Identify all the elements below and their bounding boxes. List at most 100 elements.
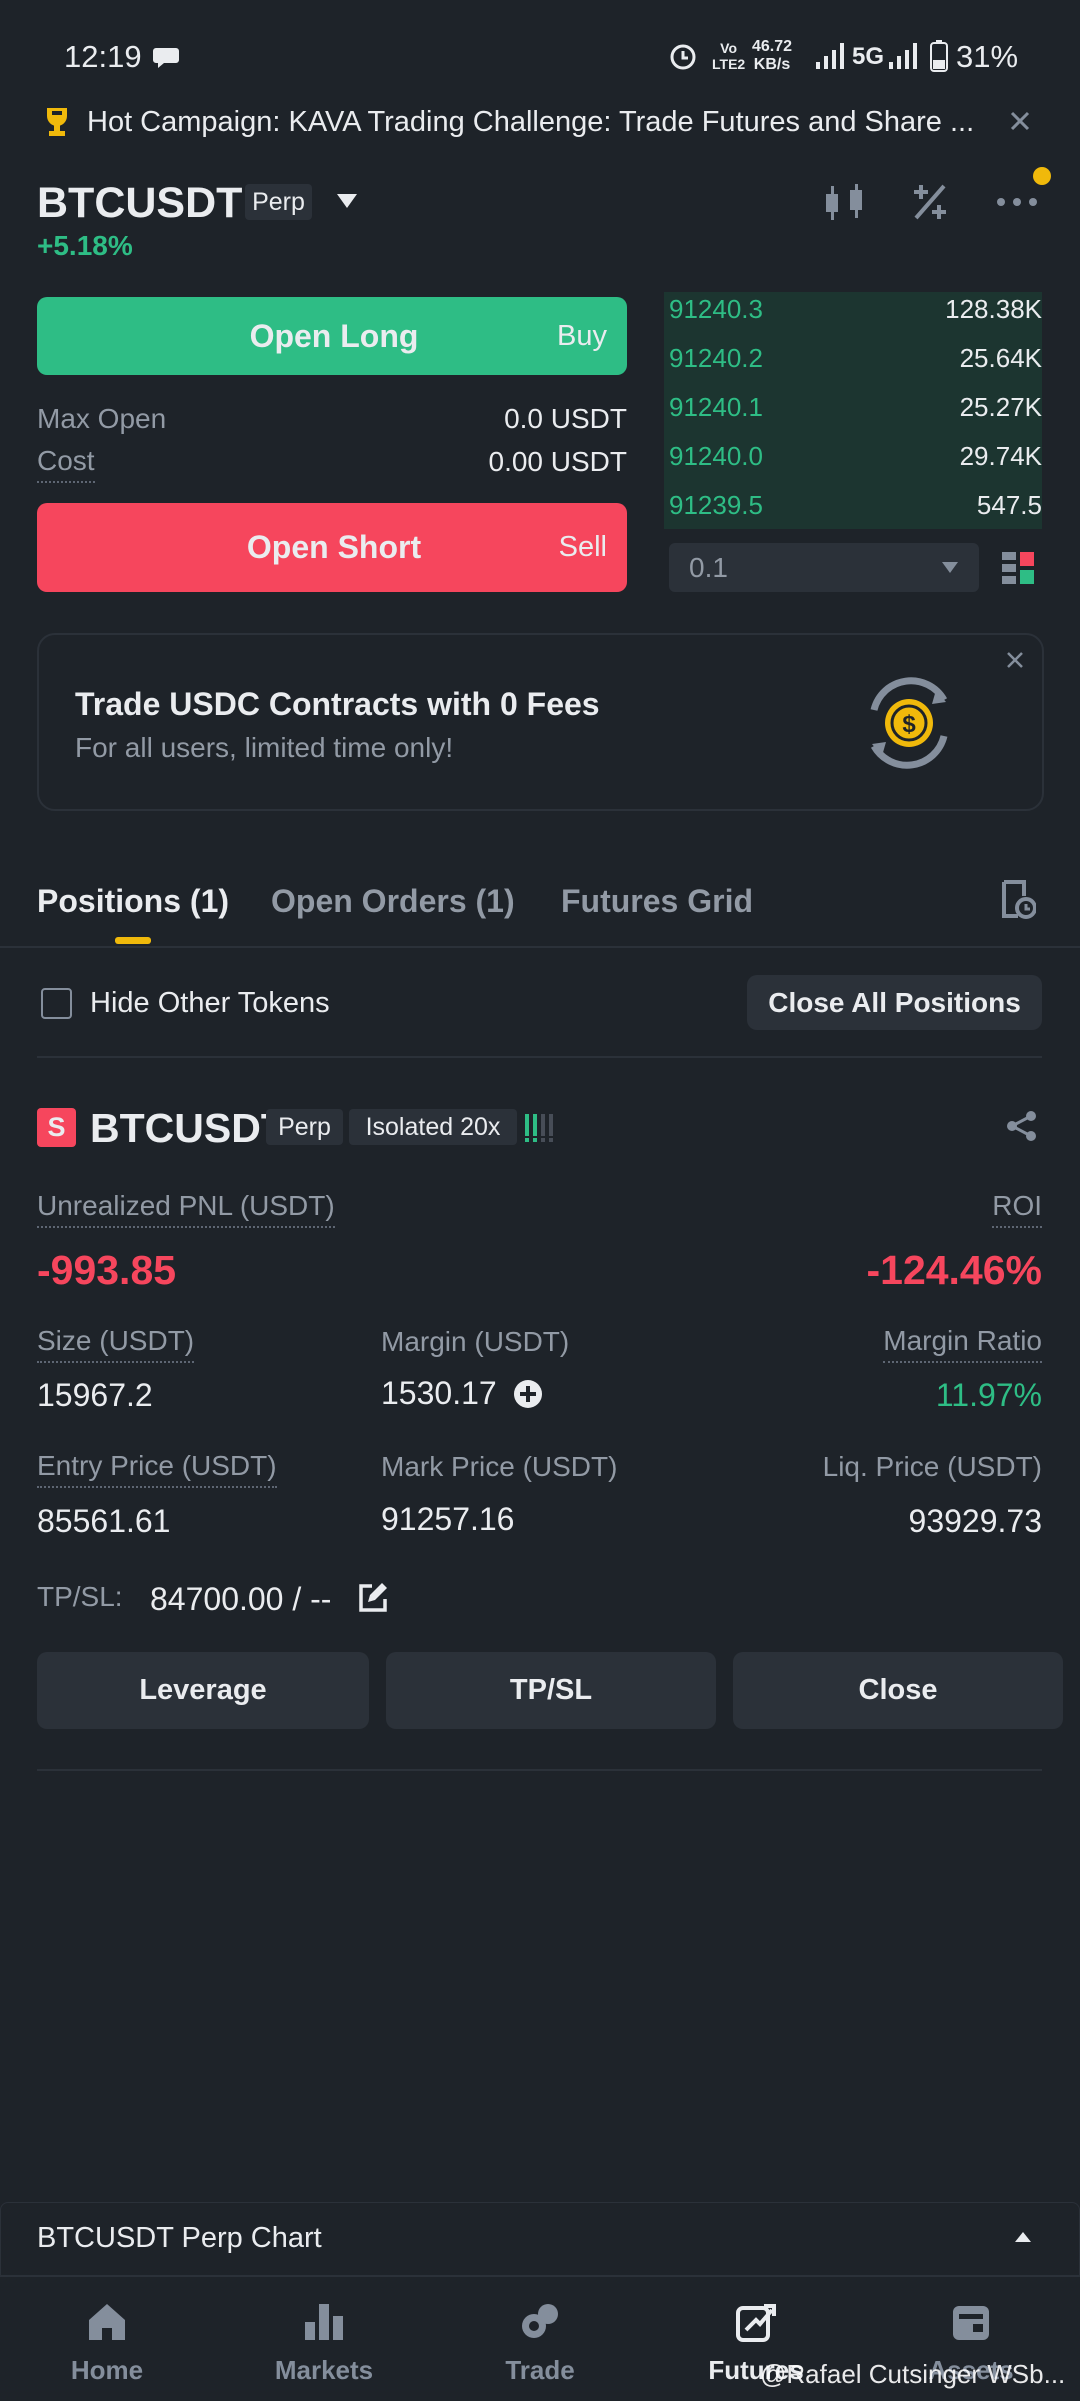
close-all-button[interactable]: Close All Positions: [747, 975, 1042, 1030]
promo-card[interactable]: [37, 633, 1044, 811]
chart-icon[interactable]: [822, 182, 868, 222]
add-margin-icon[interactable]: [513, 1379, 543, 1409]
size-label: Size (USDT): [37, 1323, 195, 1363]
tab-indicator: [115, 937, 151, 944]
tab[interactable]: Futures Grid: [561, 883, 754, 919]
expand-arrow[interactable]: [1014, 2231, 1032, 2243]
buy-label: Buy: [557, 320, 607, 352]
close-promo[interactable]: [1006, 651, 1024, 669]
share-icon[interactable]: [1006, 1110, 1038, 1142]
mark-label: Mark Price (USDT): [381, 1451, 618, 1482]
close-button[interactable]: Close: [733, 1652, 1063, 1729]
more-icon[interactable]: [996, 192, 1038, 212]
side-badge: S: [37, 1108, 76, 1147]
step-value: 0.1: [689, 552, 728, 583]
tab-active[interactable]: Positions (1): [37, 883, 230, 919]
watermark: @Rafael Cutsinger WSb...: [760, 2359, 1066, 2389]
book-amount: 25.64K: [959, 343, 1042, 373]
svg-text:$: $: [902, 711, 916, 738]
trophy-icon: [47, 108, 67, 136]
max-open-label: Max Open: [37, 403, 167, 434]
book-amount: 29.74K: [959, 441, 1042, 471]
bottom-nav: [0, 2276, 1080, 2401]
divider: [0, 946, 1080, 948]
margin-mode-badge[interactable]: Isolated 20x: [349, 1109, 517, 1145]
nav-home[interactable]: Home: [70, 2355, 144, 2385]
pnl-value: -993.85: [37, 1247, 177, 1293]
futures-icon: [736, 2304, 776, 2342]
book-price[interactable]: 91240.2: [669, 343, 763, 373]
book-price[interactable]: 91239.5: [669, 490, 763, 520]
calculator-icon[interactable]: [910, 182, 950, 222]
margin-ratio-label: Margin Ratio: [883, 1323, 1042, 1363]
book-price[interactable]: 91240.3: [669, 294, 763, 324]
tab[interactable]: Open Orders (1): [271, 883, 515, 919]
speed-value: 46.72: [752, 38, 793, 55]
roi-value: -124.46%: [866, 1247, 1042, 1293]
price-change: +5.18%: [37, 230, 133, 261]
nav-markets[interactable]: Markets: [274, 2355, 374, 2385]
symbol[interactable]: BTCUSDT: [37, 179, 243, 227]
promo-subtitle: For all users, limited time only!: [75, 732, 454, 763]
liq-value: 93929.73: [908, 1503, 1042, 1539]
chat-icon: [153, 48, 179, 68]
roi-label: ROI: [992, 1188, 1042, 1228]
pnl-label: Unrealized PNL (USDT): [37, 1188, 335, 1228]
book-amount: 547.5: [976, 490, 1042, 520]
volte-top: Vo: [720, 40, 738, 56]
hide-tokens-label[interactable]: Hide Other Tokens: [90, 987, 330, 1019]
nav-futures[interactable]: Futures: [708, 2355, 804, 2385]
edit-tpsl-icon[interactable]: [358, 1582, 390, 1612]
tpsl-button[interactable]: TP/SL: [386, 1652, 716, 1729]
symbol-dropdown[interactable]: [335, 192, 359, 210]
trade-icon: [522, 2304, 558, 2338]
mark-value: 91257.16: [381, 1501, 515, 1537]
battery-level: 31%: [956, 39, 1019, 74]
dropdown-arrow: [942, 562, 958, 573]
size-value: 15967.2: [37, 1377, 153, 1413]
tpsl-label: TP/SL:: [37, 1581, 123, 1612]
margin-ratio-value: 11.97%: [935, 1377, 1042, 1413]
entry-label: Entry Price (USDT): [37, 1448, 277, 1488]
nav-assets[interactable]: Assets: [928, 2355, 1014, 2385]
book-amount: 128.38K: [945, 294, 1042, 324]
markets-icon: [305, 2304, 343, 2340]
close-banner[interactable]: [1009, 110, 1031, 132]
campaign-banner[interactable]: Hot Campaign: KAVA Trading Challenge: Tr…: [87, 106, 975, 138]
margin-value: 1530.17: [381, 1375, 497, 1411]
divider: [37, 1769, 1042, 1771]
nav-trade[interactable]: Trade: [505, 2355, 575, 2385]
checkbox[interactable]: [41, 988, 72, 1019]
usdc-icon: $: [870, 677, 948, 769]
open-short-label: Open Short: [246, 529, 422, 565]
chart-drawer[interactable]: [0, 2202, 1080, 2276]
promo-title: Trade USDC Contracts with 0 Fees: [75, 686, 600, 722]
signal-icon: [816, 43, 844, 69]
position-symbol[interactable]: BTCUSDT: [90, 1105, 286, 1151]
perp-badge: Perp: [266, 1109, 343, 1145]
volte: Vo LTE2: [712, 40, 745, 72]
open-short-button[interactable]: Open Short Sell: [37, 503, 627, 592]
leverage-button[interactable]: Leverage: [37, 1652, 369, 1729]
divider: [37, 1056, 1042, 1058]
battery-icon: [930, 40, 948, 72]
open-long-button[interactable]: Open Long Buy: [37, 297, 627, 375]
depth-background: [664, 292, 1042, 529]
book-layout-icon[interactable]: [1002, 552, 1036, 586]
entry-value: 85561.61: [37, 1503, 171, 1539]
sell-label: Sell: [558, 531, 607, 563]
liq-label: Liq. Price (USDT): [822, 1451, 1042, 1482]
speed-unit: KB/s: [753, 56, 791, 73]
book-price[interactable]: 91240.1: [669, 392, 763, 422]
tpsl-value: 84700.00 / --: [150, 1581, 332, 1617]
step-dropdown[interactable]: 0.1: [669, 543, 979, 592]
volte-bottom: LTE2: [712, 56, 746, 72]
history-icon[interactable]: [1000, 880, 1036, 920]
chart-drawer-title: BTCUSDT Perp Chart: [37, 2222, 322, 2254]
assets-icon: [953, 2306, 989, 2340]
book-price[interactable]: 91240.0: [669, 441, 763, 471]
open-long-label: Open Long: [249, 318, 419, 354]
signal-icon-2: [889, 43, 917, 69]
book-amount: 25.27K: [959, 392, 1042, 422]
